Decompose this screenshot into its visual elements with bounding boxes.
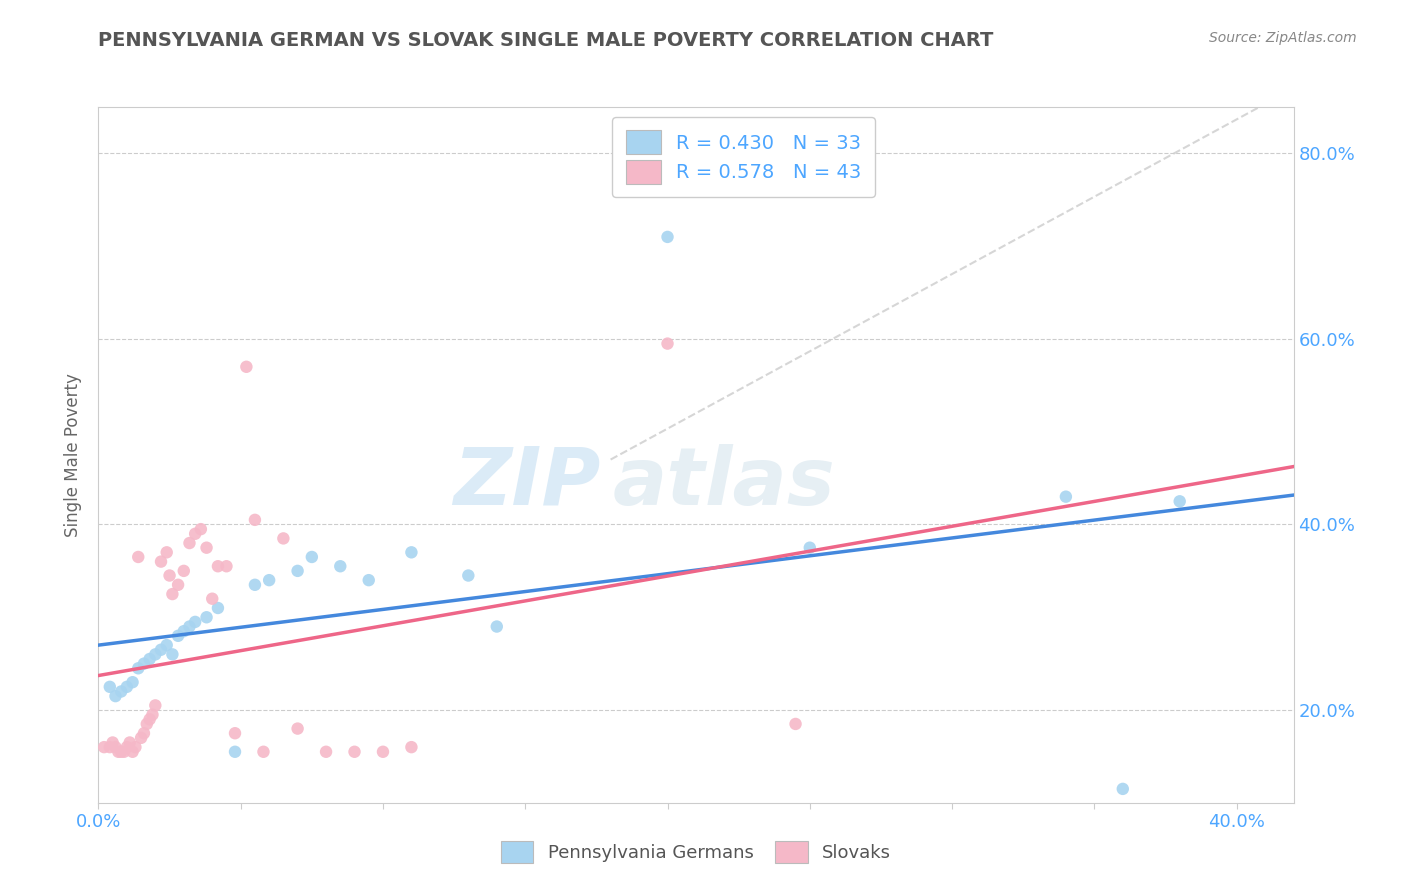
Point: [150, 555, 173, 569]
Point: [107, 745, 129, 759]
Point: [799, 541, 821, 555]
Point: [127, 549, 149, 564]
Point: [156, 638, 179, 652]
Legend: Pennsylvania Germans, Slovaks: Pennsylvania Germans, Slovaks: [489, 830, 903, 874]
Point: [657, 230, 679, 244]
Point: [273, 532, 295, 546]
Point: [184, 526, 207, 541]
Point: [98, 680, 121, 694]
Point: [98, 740, 121, 755]
Text: PENNSYLVANIA GERMAN VS SLOVAK SINGLE MALE POVERTY CORRELATION CHART: PENNSYLVANIA GERMAN VS SLOVAK SINGLE MAL…: [98, 31, 994, 50]
Point: [301, 549, 323, 564]
Point: [112, 745, 135, 759]
Point: [115, 740, 138, 755]
Point: [104, 689, 127, 703]
Point: [93, 740, 115, 755]
Point: [357, 573, 380, 587]
Point: [179, 536, 201, 550]
Point: [215, 559, 238, 574]
Point: [287, 722, 309, 736]
Point: [141, 707, 163, 722]
Point: [243, 513, 266, 527]
Point: [110, 745, 132, 759]
Point: [104, 740, 127, 755]
Point: [118, 735, 141, 749]
Point: [132, 726, 155, 740]
Point: [162, 648, 184, 662]
Point: [371, 745, 394, 759]
Point: [121, 675, 143, 690]
Point: [110, 684, 132, 698]
Point: [124, 740, 146, 755]
Point: [224, 745, 246, 759]
Point: [224, 726, 246, 740]
Point: [184, 615, 207, 629]
Point: [1168, 494, 1191, 508]
Point: [121, 745, 143, 759]
Y-axis label: Single Male Poverty: Single Male Poverty: [65, 373, 83, 537]
Point: [252, 745, 274, 759]
Point: [485, 619, 508, 633]
Point: [195, 541, 218, 555]
Point: [173, 564, 195, 578]
Text: ZIP: ZIP: [453, 443, 600, 522]
Point: [201, 591, 224, 606]
Point: [138, 652, 160, 666]
Point: [167, 629, 190, 643]
Point: [287, 564, 309, 578]
Point: [257, 573, 280, 587]
Point: [235, 359, 257, 374]
Point: [135, 717, 157, 731]
Point: [207, 601, 229, 615]
Point: [127, 661, 149, 675]
Point: [129, 731, 152, 745]
Point: [143, 698, 166, 713]
Point: [173, 624, 195, 639]
Point: [343, 745, 366, 759]
Point: [457, 568, 479, 582]
Point: [162, 587, 184, 601]
Point: [401, 545, 423, 559]
Point: [190, 522, 212, 536]
Point: [101, 735, 124, 749]
Point: [115, 680, 138, 694]
Point: [1054, 490, 1077, 504]
Point: [179, 619, 201, 633]
Point: [1112, 781, 1135, 796]
Point: [132, 657, 155, 671]
Point: [150, 642, 173, 657]
Point: [138, 712, 160, 726]
Point: [243, 578, 266, 592]
Point: [159, 568, 181, 582]
Point: [657, 336, 679, 351]
Point: [195, 610, 218, 624]
Point: [315, 745, 337, 759]
Point: [143, 648, 166, 662]
Point: [156, 545, 179, 559]
Text: atlas: atlas: [613, 443, 835, 522]
Point: [329, 559, 352, 574]
Point: [401, 740, 423, 755]
Point: [167, 578, 190, 592]
Point: [207, 559, 229, 574]
Text: Source: ZipAtlas.com: Source: ZipAtlas.com: [1209, 31, 1357, 45]
Point: [785, 717, 807, 731]
